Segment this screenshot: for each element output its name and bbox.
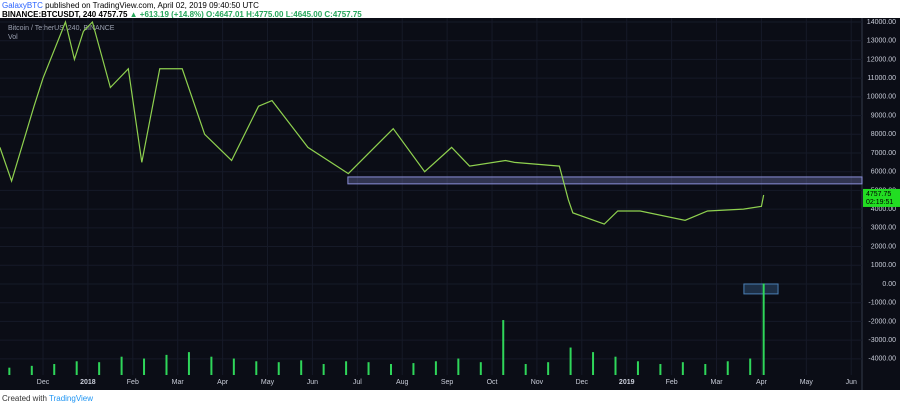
x-tick-label: Jun: [307, 379, 318, 386]
volume-bar: [30, 365, 33, 375]
volume-bar: [726, 361, 729, 375]
chart-title: Bitcoin / TetherUS, 240, BINANCE: [8, 25, 115, 32]
volume-bar: [165, 354, 168, 375]
author[interactable]: GalaxyBTC: [2, 1, 43, 10]
price-tag-label: 4757.75: [866, 191, 891, 198]
y-tick-label: 10000.00: [867, 94, 896, 101]
x-tick-label: Mar: [710, 379, 723, 386]
y-tick-label: -3000.00: [868, 337, 896, 344]
y-tick-label: 2000.00: [871, 243, 896, 250]
y-tick-label: 8000.00: [871, 131, 896, 138]
volume-bar: [120, 356, 123, 375]
volume-bar: [210, 356, 213, 375]
x-tick-label: Apr: [217, 379, 229, 386]
volume-bar: [322, 364, 325, 375]
volume-bar: [681, 362, 684, 375]
x-tick-label: May: [261, 379, 275, 386]
volume-bar: [300, 360, 303, 375]
volume-bar: [749, 358, 752, 375]
y-tick-label: 0.00: [882, 281, 896, 288]
y-tick-label: 4000.00: [871, 206, 896, 213]
volume-bar: [143, 358, 146, 375]
y-tick-label: 12000.00: [867, 56, 896, 63]
x-tick-label: Jun: [846, 379, 857, 386]
created: Created with: [2, 394, 47, 403]
y-tick-label: 11000.00: [867, 75, 896, 82]
y-tick-label: -2000.00: [868, 318, 896, 325]
y-tick-label: 1000.00: [871, 262, 896, 269]
background: [0, 18, 900, 390]
volume-bar: [277, 362, 280, 375]
open: O:4647.01: [206, 10, 244, 19]
zone: [743, 283, 779, 295]
volume-bar: [636, 361, 639, 375]
volume-bar: [524, 364, 527, 375]
change: ▲ +613.19 (+14.8%): [129, 10, 204, 19]
volume-bar: [53, 364, 56, 375]
volume-bar: [8, 367, 11, 375]
high: H:4775.00: [246, 10, 284, 19]
countdown: 02:19:51: [866, 199, 893, 206]
y-tick-label: 7000.00: [871, 150, 896, 157]
volume-bar: [232, 358, 235, 375]
volume-bar: [502, 320, 505, 375]
x-tick-label: Oct: [487, 379, 498, 386]
x-tick-label: Mar: [172, 379, 185, 386]
volume-bar: [187, 352, 190, 375]
price-line: [0, 20, 765, 225]
volume-bar: [547, 362, 550, 375]
volume-title: Vol: [8, 34, 18, 41]
zone: [347, 176, 863, 185]
low: L:4645.00: [285, 10, 323, 19]
y-tick-label: -4000.00: [868, 356, 896, 363]
y-tick-label: -1000.00: [868, 300, 896, 307]
volume-bar: [345, 361, 348, 375]
published: published on TradingView.com, April 02, …: [45, 1, 259, 10]
brand[interactable]: TradingView: [49, 394, 94, 403]
volume-bar: [659, 364, 662, 375]
volume-bar: [75, 361, 78, 375]
volume-bar: [592, 352, 595, 375]
y-tick-label: 13000.00: [867, 38, 896, 45]
price-tag: [863, 188, 900, 207]
x-tick-label: Sep: [441, 379, 454, 386]
header-line: GalaxyBTC published on TradingView.com, …: [2, 1, 259, 10]
x-tick-label: Dec: [37, 379, 50, 386]
x-tick-label: Feb: [127, 379, 139, 386]
volume-bar: [457, 358, 460, 375]
volume-bar: [255, 361, 258, 375]
x-tick-label: 2019: [619, 379, 635, 386]
x-tick-label: Feb: [666, 379, 678, 386]
x-tick-label: Apr: [756, 379, 768, 386]
volume-bar: [704, 364, 707, 375]
x-tick-label: 2018: [80, 379, 96, 386]
x-tick-label: Dec: [576, 379, 589, 386]
volume-bar: [367, 362, 370, 375]
x-tick-label: Jul: [353, 379, 362, 386]
volume-bar: [389, 364, 392, 375]
chart: Bitcoin / TetherUS, 240, BINANCE Vol 140…: [0, 18, 900, 390]
x-tick-label: Nov: [531, 379, 544, 386]
symbol-line: BINANCE:BTCUSDT, 240 4757.75 ▲ +613.19 (…: [2, 10, 362, 19]
volume-bar: [569, 347, 572, 375]
x-tick-label: Aug: [396, 379, 409, 386]
close: C:4757.75: [324, 10, 362, 19]
y-tick-label: 9000.00: [871, 112, 896, 119]
volume-bar: [614, 356, 617, 375]
last: 4757.75: [98, 10, 128, 19]
symbol: BINANCE:BTCUSDT, 240: [2, 10, 97, 19]
volume-bar: [434, 361, 437, 375]
y-tick-label: 6000.00: [871, 169, 896, 176]
volume-bar: [412, 363, 415, 375]
volume-bar: [98, 362, 101, 375]
y-tick-label: 14000.00: [867, 19, 896, 26]
volume-bar: [762, 283, 765, 375]
y-tick-label: 3000.00: [871, 225, 896, 232]
volume-bar: [479, 362, 482, 375]
x-tick-label: May: [800, 379, 814, 386]
footer: Created with TradingView: [2, 394, 93, 403]
